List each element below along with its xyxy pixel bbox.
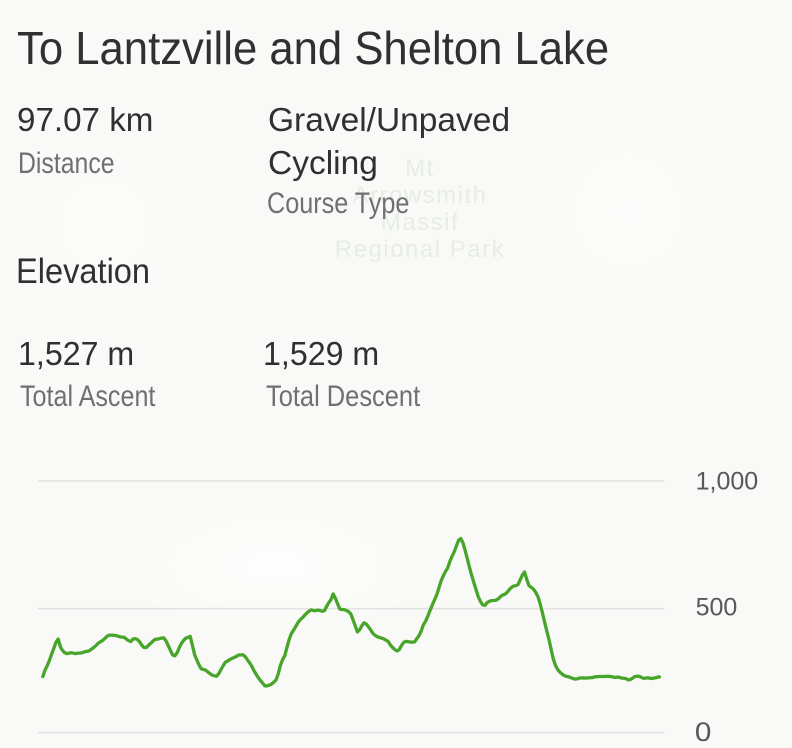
svg-text:1,000: 1,000	[696, 468, 759, 496]
svg-text:500: 500	[696, 594, 738, 622]
svg-text:0: 0	[695, 717, 712, 747]
